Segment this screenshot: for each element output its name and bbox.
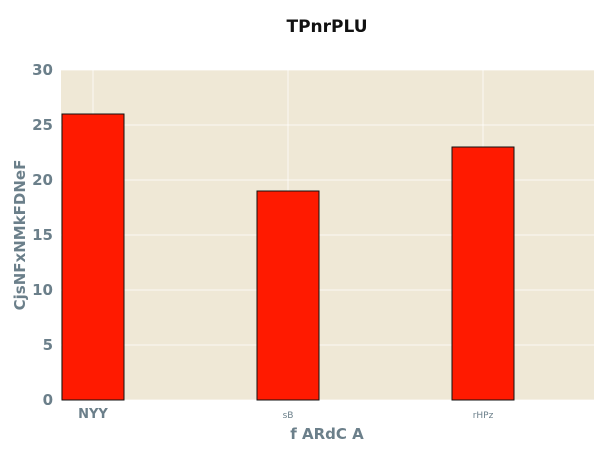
y-tick-label: 15 [32,226,53,244]
y-tick-label: 0 [43,391,53,409]
chart-title: TPnrPLU [286,17,367,37]
y-axis-label: CjsNFxNMkFDNeF [11,160,29,311]
y-tick-label: 30 [32,61,53,79]
x-tick-label: sB [283,411,294,421]
bars-layer [61,113,515,401]
y-tick-label: 10 [32,281,53,299]
bar-sb [256,190,320,401]
bar-rhpz [451,146,515,401]
x-tick-label: rHPz [473,411,494,421]
y-axis-ticks: 0 5 10 15 20 25 30 [32,61,53,409]
x-tick-label: NYY [78,407,108,422]
y-tick-label: 5 [43,336,53,354]
y-tick-label: 20 [32,171,53,189]
bar-nyy [61,113,125,401]
x-axis-ticks: NYY sB rHPz [78,407,493,422]
x-axis-label: f ARdC A [290,425,364,443]
y-tick-label: 25 [32,116,53,134]
